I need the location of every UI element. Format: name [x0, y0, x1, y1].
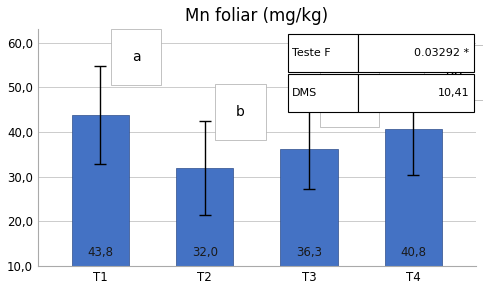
Bar [385, 129, 442, 266]
Bar [287, 34, 358, 72]
Title: Mn foliar (mg/kg): Mn foliar (mg/kg) [185, 7, 328, 25]
Text: a: a [132, 50, 141, 64]
Bar [176, 168, 233, 266]
Bar [71, 115, 129, 266]
Text: ab: ab [445, 65, 462, 79]
Text: 10,41: 10,41 [438, 88, 469, 98]
Text: 40,8: 40,8 [400, 246, 426, 260]
Text: 0.03292 *: 0.03292 * [414, 48, 469, 58]
Text: DMS: DMS [292, 88, 317, 98]
Text: Teste F: Teste F [292, 48, 331, 58]
Text: ab: ab [341, 92, 358, 106]
Text: 43,8: 43,8 [87, 246, 114, 260]
Text: b: b [236, 105, 245, 119]
Bar [287, 74, 358, 112]
Text: 36,3: 36,3 [296, 246, 322, 260]
Bar [281, 149, 338, 266]
Bar [358, 34, 474, 72]
Text: 32,0: 32,0 [192, 246, 218, 260]
Bar [358, 74, 474, 112]
